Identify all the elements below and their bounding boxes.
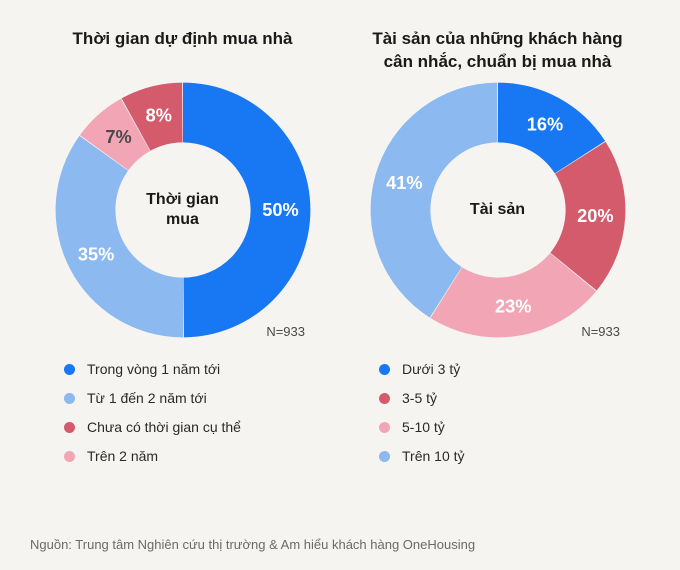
donut-center-label: Thời gian mua [146, 190, 219, 230]
legend-dot [64, 364, 75, 375]
donut-asset: 16% 20% 23% 41% Tài sản [368, 80, 628, 340]
legend-item: Trên 2 năm [64, 448, 241, 464]
slice-label: 7% [105, 127, 131, 147]
slice-label: 50% [262, 200, 298, 220]
legend-dot [379, 422, 390, 433]
legend-dot [379, 393, 390, 404]
donut-time: 50% 35% 7% 8% Thời gian mua [53, 80, 313, 340]
legend-dot [64, 393, 75, 404]
donut-slice [55, 136, 182, 338]
legend-item: 5-10 tỷ [379, 419, 465, 435]
legend-dot [64, 451, 75, 462]
legend-label: 5-10 tỷ [402, 419, 445, 435]
panel-asset: Tài sản của những khách hàng cân nhắc, c… [345, 28, 650, 464]
slice-label: 35% [77, 244, 113, 264]
legend-label: Chưa có thời gian cụ thể [87, 419, 241, 435]
legend-dot [379, 451, 390, 462]
slice-label: 16% [526, 115, 562, 135]
legend-item: Dưới 3 tỷ [379, 361, 465, 377]
legend-item: 3-5 tỷ [379, 390, 465, 406]
slice-label: 23% [495, 296, 531, 316]
legend-label: 3-5 tỷ [402, 390, 437, 406]
chart-title: Thời gian dự định mua nhà [73, 28, 293, 74]
charts-container: Thời gian dự định mua nhà 50% 35% 7% 8% Thờ… [0, 0, 680, 464]
legend-time: Trong vòng 1 năm tới Từ 1 đến 2 năm tới Ch… [64, 361, 241, 464]
legend-item: Chưa có thời gian cụ thể [64, 419, 241, 435]
legend-dot [379, 364, 390, 375]
legend-label: Dưới 3 tỷ [402, 361, 460, 377]
legend-item: Từ 1 đến 2 năm tới [64, 390, 241, 406]
legend-label: Trong vòng 1 năm tới [87, 361, 220, 377]
source-text: Nguồn: Trung tâm Nghiên cứu thị trường &… [30, 537, 475, 552]
panel-time: Thời gian dự định mua nhà 50% 35% 7% 8% Thờ… [30, 28, 335, 464]
chart-title: Tài sản của những khách hàng cân nhắc, c… [358, 28, 638, 74]
legend-item: Trên 10 tỷ [379, 448, 465, 464]
slice-label: 20% [577, 206, 613, 226]
slice-label: 8% [145, 106, 171, 126]
legend-label: Trên 2 năm [87, 448, 158, 464]
legend-dot [64, 422, 75, 433]
legend-label: Từ 1 đến 2 năm tới [87, 390, 207, 406]
legend-label: Trên 10 tỷ [402, 448, 465, 464]
slice-label: 41% [386, 173, 422, 193]
legend-asset: Dưới 3 tỷ 3-5 tỷ 5-10 tỷ Trên 10 tỷ [379, 361, 465, 464]
legend-item: Trong vòng 1 năm tới [64, 361, 241, 377]
donut-center-label: Tài sản [470, 200, 525, 220]
